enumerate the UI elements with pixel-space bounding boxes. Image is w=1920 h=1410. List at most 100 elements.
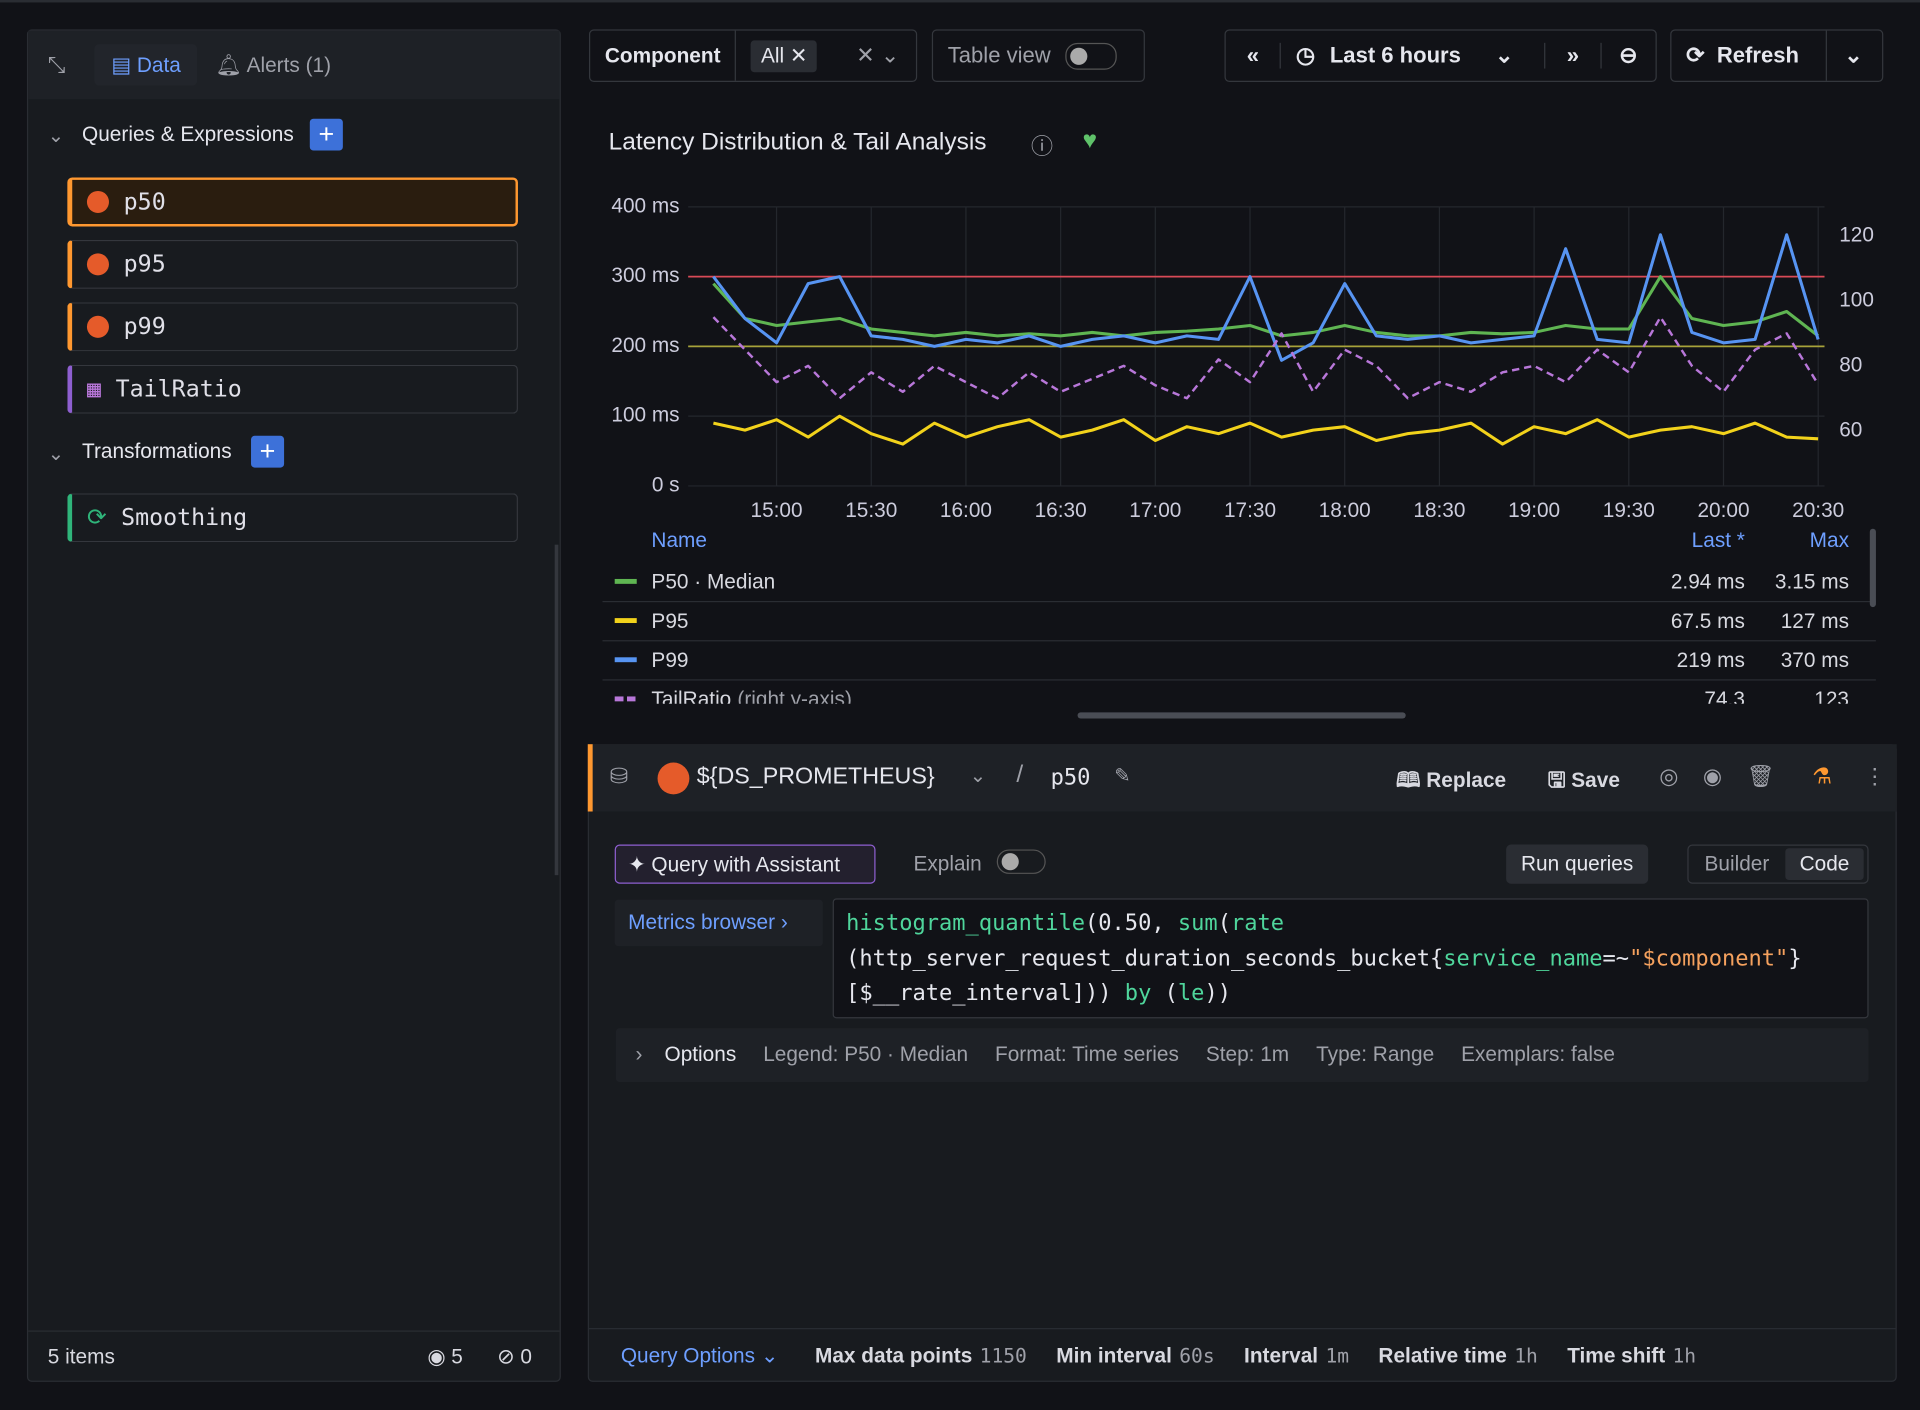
chevron: ⌄ <box>1495 42 1546 69</box>
legend-max: 123 <box>1814 687 1849 704</box>
y-tick-label: 400 ms <box>611 194 679 217</box>
forward-button: » <box>1546 42 1602 69</box>
tab[interactable]: 🔔︎ Alerts (1) <box>215 53 332 78</box>
code-token: (http_server_request_duration_seconds_bu… <box>846 945 1444 972</box>
query-name: TailRatio <box>115 375 242 403</box>
code-line: histogram_quantile(0.50, sum(rate <box>846 907 1855 942</box>
tab[interactable]: ▤ Data <box>94 44 198 86</box>
query-option[interactable]: Interval 1m <box>1244 1344 1349 1368</box>
y-tick-label: 100 ms <box>611 404 679 427</box>
x-tick-label: 18:00 <box>1319 499 1371 522</box>
run-button[interactable]: Run queries <box>1506 844 1649 884</box>
legend-row: TailRatio (right y-axis) 74.3 123 <box>602 679 1875 704</box>
x-tick-label: 17:00 <box>1129 499 1181 522</box>
divider <box>28 1330 560 1332</box>
sidebar: ⤡ ▤ Data 🔔︎ Alerts (1) ⌄ Queries & Expre… <box>26 29 561 1382</box>
metrics-browser[interactable]: Metrics browser › <box>614 899 823 947</box>
y-tick-label: 300 ms <box>611 264 679 287</box>
table-view-toggle[interactable]: Table view <box>931 29 1145 83</box>
code-token: service_name <box>1443 945 1603 972</box>
legend-last: 74.3 <box>1704 687 1745 704</box>
legend-name[interactable]: P95 <box>651 609 689 633</box>
query-item[interactable]: p99 <box>67 302 518 352</box>
refresh-icon: ⟳ <box>1686 42 1705 68</box>
health-icon: ♥ <box>1082 127 1097 155</box>
legend-name[interactable]: P99 <box>651 648 689 672</box>
explain-label: Explain <box>913 851 982 876</box>
option: Legend: P50 · Median <box>763 1042 969 1067</box>
query-item[interactable]: p50 <box>67 177 518 227</box>
y-tick-label: 200 ms <box>611 334 679 357</box>
query-name: p95 <box>123 250 166 278</box>
button-label: Metrics browser <box>628 910 776 934</box>
query-item[interactable]: ▦ TailRatio <box>67 364 518 414</box>
explain-switch[interactable] <box>996 849 1046 874</box>
legend-header: Last * <box>1691 528 1745 553</box>
code-token: sum <box>1177 910 1218 937</box>
code-token: )) <box>1204 980 1232 1007</box>
filter-chip: All ✕ <box>751 39 818 72</box>
y2-tick-label: 120 <box>1839 224 1874 247</box>
expression-icon: ▦ <box>86 375 101 403</box>
x-tick-label: 19:00 <box>1508 499 1560 522</box>
transformation-item[interactable]: ⟳ Smoothing <box>67 493 518 543</box>
query-item[interactable]: p95 <box>67 239 518 289</box>
code-token: ( <box>1217 910 1231 937</box>
mode[interactable]: Code <box>1785 848 1864 881</box>
series-line <box>712 233 1820 362</box>
time-picker[interactable]: « ◷ Last 6 hours ⌄ » ⊖ <box>1224 29 1657 83</box>
code-editor[interactable]: histogram_quantile(0.50, sum(rate (http_s… <box>832 898 1869 1019</box>
chart: 0 s 100 ms 200 ms 300 ms 400 ms 60 80 100 120 15:… <box>611 194 1874 522</box>
divider <box>588 1328 1896 1330</box>
x-tick-label: 17:30 <box>1224 499 1276 522</box>
save-button[interactable]: 🖫︎ Save <box>1547 768 1620 792</box>
option-label: Interval <box>1244 1343 1319 1368</box>
query-header <box>587 744 1897 812</box>
option-label: Relative time <box>1378 1343 1507 1368</box>
mode[interactable]: Builder <box>1704 851 1770 876</box>
legend-last: 2.94 ms <box>1670 570 1745 594</box>
y2-tick-label: 100 <box>1839 288 1874 311</box>
legend-max: 370 ms <box>1780 648 1849 672</box>
label: Query Options <box>620 1343 756 1368</box>
legend-name[interactable]: P50 · Median <box>651 570 776 594</box>
x-tick-label: 19:30 <box>1603 499 1655 522</box>
x-tick-label: 18:30 <box>1413 499 1465 522</box>
component-filter[interactable]: Component All ✕ ✕ ⌄ <box>588 29 918 83</box>
scrollbar <box>554 544 559 876</box>
section-title: Queries & Expressions <box>82 122 294 146</box>
code-token: by <box>1124 980 1152 1007</box>
options-row[interactable]: › Options Legend: P50 · Median Format: Tim… <box>615 1028 1869 1083</box>
x-tick-label: 16:00 <box>940 499 992 522</box>
hidden-count: ⊘ 0 <box>497 1345 532 1369</box>
footer-count: 5 items <box>47 1345 115 1369</box>
visible-count: ◉ 5 <box>427 1345 463 1369</box>
zoom-out: ⊖ <box>1619 42 1638 68</box>
prometheus-icon <box>86 315 109 338</box>
x-tick-label: 20:00 <box>1697 499 1749 522</box>
query-option[interactable]: Min interval 60s <box>1056 1344 1214 1368</box>
legend-name[interactable]: TailRatio (right y-axis) <box>651 688 851 704</box>
clock-icon: ◷ <box>1295 42 1316 68</box>
clear-icon: ✕ ⌄ <box>856 42 900 68</box>
legend-swatch <box>614 618 637 624</box>
switch <box>1065 42 1117 70</box>
query-option[interactable]: Max data points 1150 <box>815 1344 1027 1368</box>
query-options: Query Options ⌄ Max data points 1150 Min i… <box>621 1342 1696 1371</box>
add-button[interactable]: + <box>251 435 285 468</box>
assistant-button[interactable]: ✦ Query with Assistant <box>614 844 876 884</box>
query-option[interactable]: Time shift 1h <box>1567 1344 1696 1368</box>
replace-button[interactable]: 🕮︎ Replace <box>1395 768 1507 792</box>
x-tick-label: 16:30 <box>1035 499 1087 522</box>
action-icons: ◎◉🗑︎ <box>1659 763 1800 789</box>
toggle-label: Table view <box>947 42 1051 68</box>
query-option[interactable]: Relative time 1h <box>1378 1344 1537 1368</box>
option-value: 1h <box>1672 1343 1697 1368</box>
refresh-button[interactable]: ⟳ Refresh ⌄ <box>1670 29 1884 83</box>
datasource[interactable]: ${DS_PROMETHEUS} <box>696 763 935 790</box>
option: Type: Range <box>1316 1042 1435 1067</box>
add-button[interactable]: + <box>309 118 343 151</box>
query-options-toggle[interactable]: Query Options ⌄ <box>620 1343 779 1368</box>
option-label: Time shift <box>1567 1343 1666 1368</box>
code-token: } <box>1788 945 1802 972</box>
